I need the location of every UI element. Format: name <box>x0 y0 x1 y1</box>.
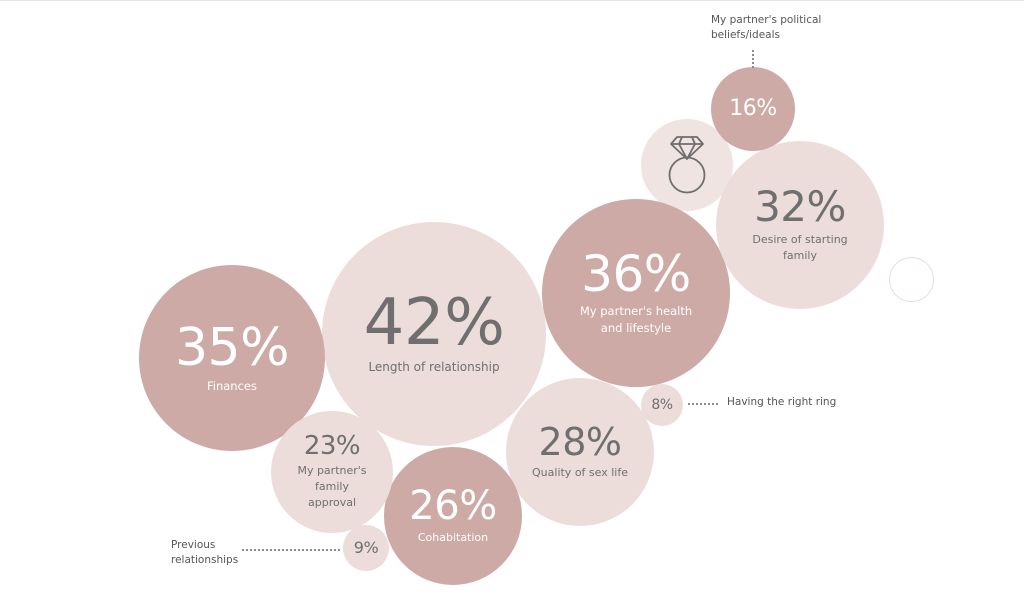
bubble-finances: 35% Finances <box>139 265 325 451</box>
bubble-value-previous: 9% <box>353 538 379 557</box>
bubble-approval: 23% My partner's family approval <box>271 411 393 533</box>
bubble-value-finances: 35% <box>174 317 290 378</box>
bubble-label-health: My partner's health and lifestyle <box>579 304 693 335</box>
bubble-value-cohabitation: 26% <box>409 483 497 530</box>
diamond-ring-icon <box>668 136 706 194</box>
ring-icon-bubble <box>641 119 733 211</box>
political-label: My partner's political beliefs/ideals <box>711 14 822 42</box>
bubble-label-finances: Finances <box>207 378 257 393</box>
bubble-value-family: 32% <box>754 182 846 232</box>
bubble-label-sex: Quality of sex life <box>532 466 628 480</box>
bubble-value-length: 42% <box>363 286 505 361</box>
political-leader <box>752 50 754 68</box>
bubble-label-approval: My partner's family approval <box>297 464 367 509</box>
bubble-cohabitation: 26% Cohabitation <box>384 447 522 585</box>
bubble-label-length: Length of relationship <box>368 360 500 375</box>
top-divider <box>0 0 1024 1</box>
bubble-label-family: Desire of starting family <box>752 233 848 262</box>
bubble-value-sex: 28% <box>538 420 622 465</box>
bubble-value-ring: 8% <box>651 397 673 413</box>
ring-leader <box>688 403 718 405</box>
previous-label: Previous relationships <box>171 539 239 567</box>
bubble-length: 42% Length of relationship <box>322 222 546 446</box>
bubble-health: 36% My partner's health and lifestyle <box>542 199 730 387</box>
bubble-value-approval: 23% <box>303 431 361 462</box>
empty-outline-bubble <box>889 257 934 302</box>
bubble-ring: 8% <box>641 384 683 426</box>
bubble-value-health: 36% <box>581 245 691 304</box>
bubble-sex: 28% Quality of sex life <box>506 378 654 526</box>
previous-leader <box>242 549 340 551</box>
bubble-family: 32% Desire of starting family <box>716 141 884 309</box>
bubble-value-political: 16% <box>729 96 777 121</box>
ring-label: Having the right ring <box>727 396 837 408</box>
bubble-political: 16% <box>711 67 795 151</box>
bubble-label-cohabitation: Cohabitation <box>417 531 489 545</box>
bubble-previous: 9% <box>343 525 389 571</box>
